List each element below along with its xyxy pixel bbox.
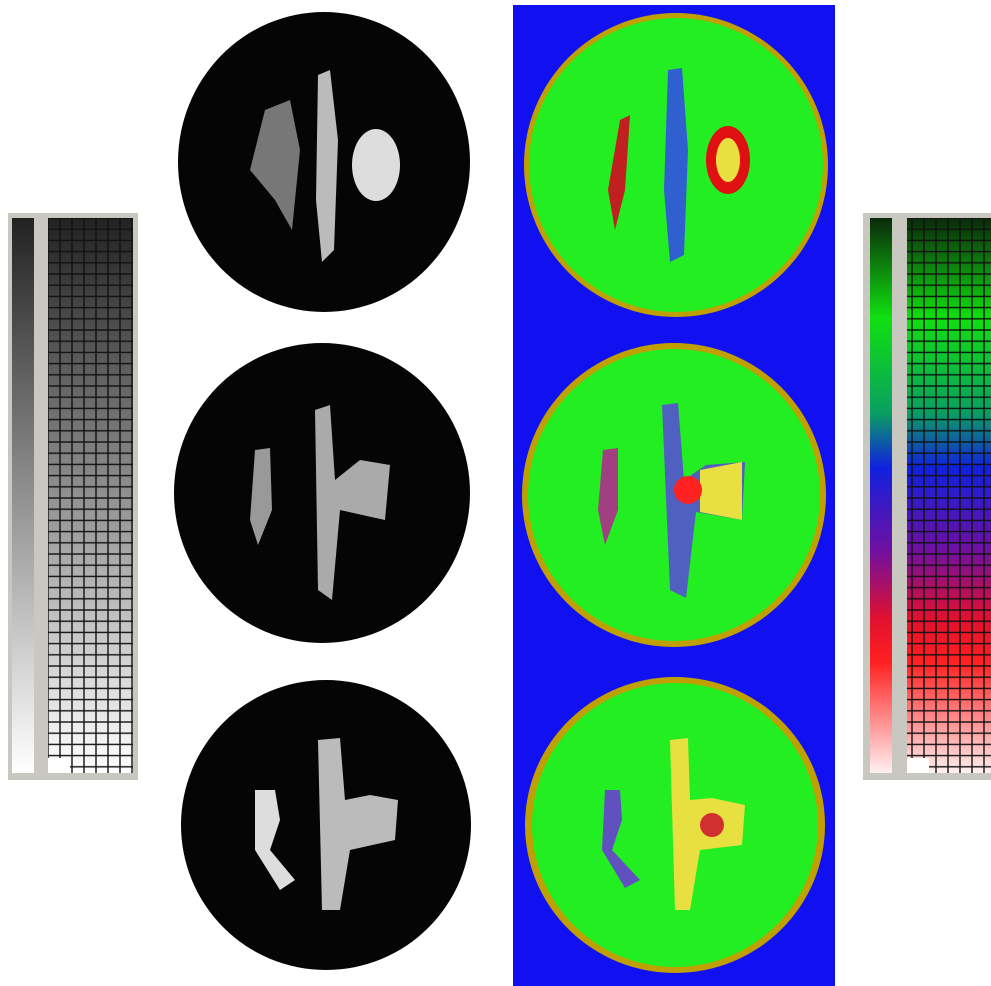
gray-colorbar bbox=[8, 213, 138, 780]
color-scans bbox=[513, 5, 835, 986]
color-colorbar bbox=[863, 213, 991, 780]
grayscale-scans bbox=[174, 12, 471, 970]
figure bbox=[0, 0, 991, 986]
